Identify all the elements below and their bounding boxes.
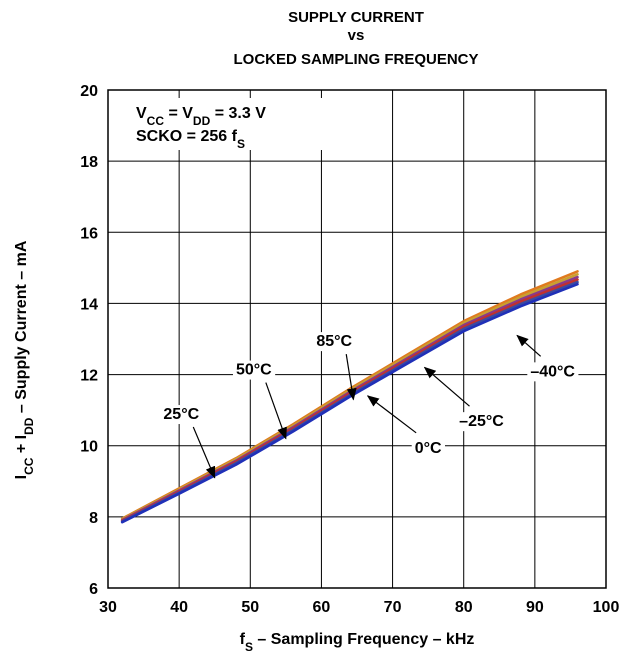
annotation-label-3: 0°C: [415, 440, 442, 457]
x-tick-label: 50: [241, 599, 259, 616]
series-line-4: [120, 280, 579, 523]
x-tick-label: 90: [526, 599, 544, 616]
y-tick-label: 20: [80, 83, 98, 100]
x-axis-label: fS – Sampling Frequency – kHz: [240, 631, 475, 654]
conditions-box: VCC = VDD = 3.3 V SCKO = 256 fS: [125, 98, 335, 151]
annotation-arrow-5: [516, 334, 542, 357]
axis-tick-labels: 30 40 50 60 70 80 90 100 6 8 10 12 14 16 18 20: [80, 83, 619, 616]
annotation-arrow-3: [366, 395, 417, 434]
grid-lines: [107, 89, 607, 589]
y-tick-label: 12: [80, 368, 98, 385]
x-tick-label: 60: [313, 599, 331, 616]
series-line-5: [120, 282, 579, 524]
x-tick-label: 30: [99, 599, 117, 616]
annotation-label-bg-0: [160, 405, 203, 425]
series-line-3: [120, 278, 579, 523]
series-lines: [120, 270, 579, 524]
annotation-arrow-0: [192, 426, 216, 479]
annotation-label-0: 25°C: [163, 406, 199, 423]
condition-supply-voltage: VCC = VDD = 3.3 V: [136, 105, 266, 128]
annotation-arrow-2: [345, 354, 357, 401]
conditions-background: [125, 98, 335, 150]
y-tick-label: 10: [80, 439, 98, 456]
annotation-label-bg-4: [456, 412, 508, 432]
annotation-label-bg-3: [411, 438, 446, 458]
y-axis-label: ICC + IDD – Supply Current – mA: [13, 240, 36, 479]
x-tick-label: 70: [384, 599, 402, 616]
annotation-label-bg-2: [313, 332, 356, 352]
plot-frame: [107, 89, 607, 589]
x-tick-label: 100: [593, 599, 620, 616]
annotation-label-5: –40°C: [530, 363, 575, 380]
y-tick-label: 16: [80, 225, 98, 242]
annotation-label-4: –25°C: [459, 413, 504, 430]
annotation-arrow-1: [265, 382, 287, 440]
y-tick-label: 18: [80, 154, 98, 171]
y-tick-label: 6: [89, 581, 98, 598]
chart-title-line-1: SUPPLY CURRENT: [288, 9, 424, 26]
annotation-label-bg-5: [527, 362, 579, 382]
annotation-label-bg-1: [232, 360, 276, 380]
y-tick-label: 8: [89, 510, 98, 527]
x-tick-label: 80: [455, 599, 473, 616]
series-line-2: [120, 275, 579, 522]
x-tick-label: 40: [170, 599, 188, 616]
annotations: 25°C 50°C 85°C 0°C –25°C –40°C: [160, 332, 579, 479]
chart-title-line-3: LOCKED SAMPLING FREQUENCY: [233, 51, 478, 68]
y-tick-label: 14: [80, 296, 98, 313]
annotation-label-2: 85°C: [316, 333, 352, 350]
chart-title-line-2: vs: [348, 27, 365, 44]
annotation-arrow-4: [423, 366, 470, 407]
condition-scko: SCKO = 256 fS: [136, 128, 245, 151]
annotation-label-1: 50°C: [236, 362, 272, 379]
